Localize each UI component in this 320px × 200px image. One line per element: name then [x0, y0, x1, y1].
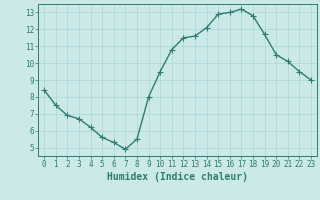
X-axis label: Humidex (Indice chaleur): Humidex (Indice chaleur) — [107, 172, 248, 182]
